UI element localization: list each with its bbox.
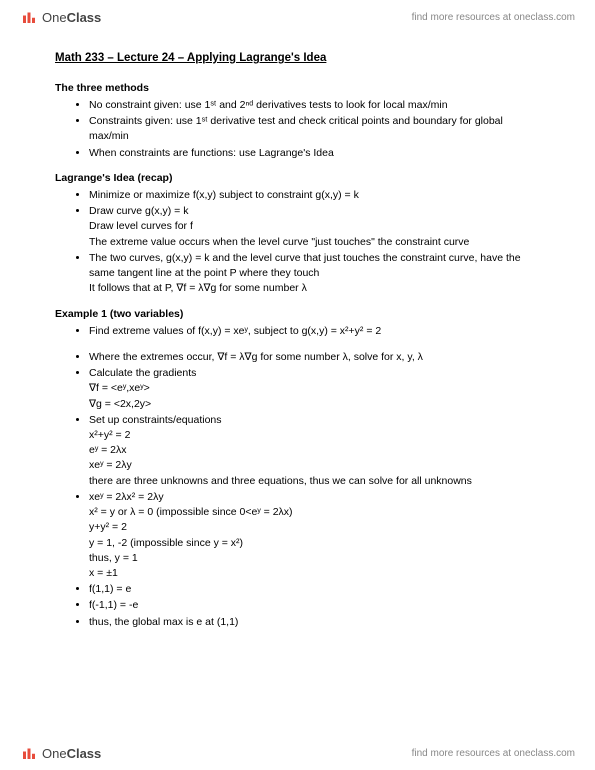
section-title: Lagrange's Idea (recap) — [55, 171, 540, 186]
brand-logo: OneClass — [20, 8, 101, 26]
list-item: The two curves, g(x,y) = k and the level… — [89, 251, 540, 297]
sub-item: Draw level curves for f — [89, 219, 540, 234]
page-footer: OneClass find more resources at oneclass… — [0, 736, 595, 770]
brand-logo-footer: OneClass — [20, 744, 101, 762]
page-header: OneClass find more resources at oneclass… — [0, 0, 595, 34]
item-text: Set up constraints/equations — [89, 414, 222, 426]
item-text: Calculate the gradients — [89, 367, 196, 379]
item-text: The two curves, g(x,y) = k and the level… — [89, 252, 521, 279]
list-item: Constraints given: use 1ˢᵗ derivative te… — [89, 114, 540, 144]
item-text: Minimize or maximize f(x,y) subject to c… — [89, 189, 359, 201]
sub-item: y+y² = 2 — [89, 520, 540, 535]
item-text: Constraints given: use 1ˢᵗ derivative te… — [89, 115, 503, 142]
sub-item: The extreme value occurs when the level … — [89, 235, 540, 250]
logo-icon — [20, 8, 38, 26]
sub-item: xeʸ = 2λy — [89, 458, 540, 473]
item-text: thus, the global max is e at (1,1) — [89, 616, 238, 628]
section-title: Example 1 (two variables) — [55, 307, 540, 322]
list-item: No constraint given: use 1ˢᵗ and 2ⁿᵈ der… — [89, 98, 540, 113]
list-item: Draw curve g(x,y) = k Draw level curves f… — [89, 204, 540, 250]
sub-list: x²+y² = 2eʸ = 2λxxeʸ = 2λythere are thre… — [89, 428, 540, 489]
bullet-list: Find extreme values of f(x,y) = xeʸ, sub… — [55, 324, 540, 630]
list-item: f(-1,1) = -e — [89, 598, 540, 613]
item-text: No constraint given: use 1ˢᵗ and 2ⁿᵈ der… — [89, 99, 448, 111]
list-item: f(1,1) = e — [89, 582, 540, 597]
list-item: Calculate the gradients ∇f = <eʸ,xeʸ>∇g =… — [89, 366, 540, 412]
logo-text: OneClass — [42, 10, 101, 25]
sub-item: ∇g = <2x,2y> — [89, 397, 540, 412]
sub-item: thus, y = 1 — [89, 551, 540, 566]
item-text: xeʸ = 2λx² = 2λy — [89, 491, 164, 503]
sub-item: ∇f = <eʸ,xeʸ> — [89, 381, 540, 396]
sub-list: ∇f = <eʸ,xeʸ>∇g = <2x,2y> — [89, 381, 540, 411]
list-item: When constraints are functions: use Lagr… — [89, 146, 540, 161]
document-body: Math 233 – Lecture 24 – Applying Lagrang… — [0, 0, 595, 678]
item-text: Draw curve g(x,y) = k — [89, 205, 188, 217]
item-text: f(1,1) = e — [89, 583, 131, 595]
sub-list: x² = y or λ = 0 (impossible since 0<eʸ =… — [89, 505, 540, 581]
sub-item: there are three unknowns and three equat… — [89, 474, 540, 489]
sub-list: It follows that at P, ∇f = λ∇g for some … — [89, 281, 540, 296]
sub-item: x²+y² = 2 — [89, 428, 540, 443]
list-item: thus, the global max is e at (1,1) — [89, 615, 540, 630]
list-item: Minimize or maximize f(x,y) subject to c… — [89, 188, 540, 203]
list-item: xeʸ = 2λx² = 2λy x² = y or λ = 0 (impossi… — [89, 490, 540, 581]
sub-item: y = 1, -2 (impossible since y = x²) — [89, 536, 540, 551]
sub-item: x² = y or λ = 0 (impossible since 0<eʸ =… — [89, 505, 540, 520]
page-title: Math 233 – Lecture 24 – Applying Lagrang… — [55, 50, 540, 67]
bullet-list: Minimize or maximize f(x,y) subject to c… — [55, 188, 540, 297]
item-text: f(-1,1) = -e — [89, 599, 138, 611]
section-title: The three methods — [55, 81, 540, 96]
header-tagline: find more resources at oneclass.com — [412, 12, 575, 23]
sub-list: Draw level curves for fThe extreme value… — [89, 219, 540, 249]
sub-item: x = ±1 — [89, 566, 540, 581]
item-text: Find extreme values of f(x,y) = xeʸ, sub… — [89, 325, 381, 337]
footer-tagline: find more resources at oneclass.com — [412, 748, 575, 759]
item-text: When constraints are functions: use Lagr… — [89, 147, 334, 159]
list-item: Find extreme values of f(x,y) = xeʸ, sub… — [89, 324, 540, 339]
spacer — [89, 340, 540, 350]
logo-icon — [20, 744, 38, 762]
item-text: Where the extremes occur, ∇f = λ∇g for s… — [89, 351, 423, 363]
logo-text-footer: OneClass — [42, 746, 101, 761]
list-item: Where the extremes occur, ∇f = λ∇g for s… — [89, 350, 540, 365]
list-item: Set up constraints/equations x²+y² = 2eʸ … — [89, 413, 540, 489]
sub-item: It follows that at P, ∇f = λ∇g for some … — [89, 281, 540, 296]
bullet-list: No constraint given: use 1ˢᵗ and 2ⁿᵈ der… — [55, 98, 540, 161]
sub-item: eʸ = 2λx — [89, 443, 540, 458]
